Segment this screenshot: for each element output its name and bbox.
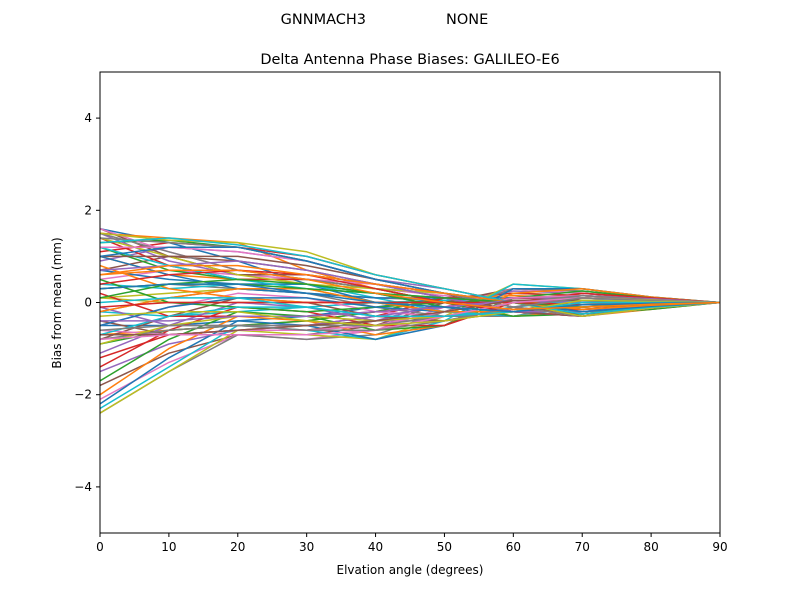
- series-line: [100, 264, 720, 311]
- x-axis: 0 10 20 30 40 50 60 70 80 90: [96, 533, 728, 554]
- x-tick-label: 50: [437, 540, 452, 554]
- y-axis: −4 −2 0 2 4: [74, 111, 100, 494]
- y-tick-label: 4: [84, 111, 92, 125]
- x-tick-label: 80: [643, 540, 658, 554]
- x-tick-label: 20: [230, 540, 245, 554]
- series-line: [100, 294, 720, 341]
- x-tick-label: 10: [161, 540, 176, 554]
- y-tick-label: −4: [74, 480, 92, 494]
- series-line: [100, 246, 720, 313]
- x-tick-label: 0: [96, 540, 104, 554]
- x-tick-label: 60: [506, 540, 521, 554]
- x-tick-label: 30: [299, 540, 314, 554]
- x-tick-label: 40: [368, 540, 383, 554]
- radome-name: NONE: [446, 12, 488, 28]
- series-line: [100, 297, 720, 318]
- series-layer: [100, 227, 720, 414]
- series-line: [100, 237, 720, 315]
- y-tick-label: −2: [74, 388, 92, 402]
- y-axis-label: Bias from mean (mm): [50, 237, 64, 368]
- series-line: [100, 283, 720, 313]
- y-tick-label: 2: [84, 203, 92, 217]
- series-line: [100, 297, 720, 331]
- series-line: [100, 299, 720, 327]
- x-tick-label: 90: [712, 540, 727, 554]
- y-tick-label: 0: [84, 296, 92, 310]
- x-axis-label: Elvation angle (degrees): [337, 563, 484, 577]
- station-name: GNNMACH3: [281, 12, 366, 28]
- chart-title: Delta Antenna Phase Biases: GALILEO-E6: [260, 52, 559, 68]
- x-tick-label: 70: [575, 540, 590, 554]
- series-line: [100, 269, 720, 311]
